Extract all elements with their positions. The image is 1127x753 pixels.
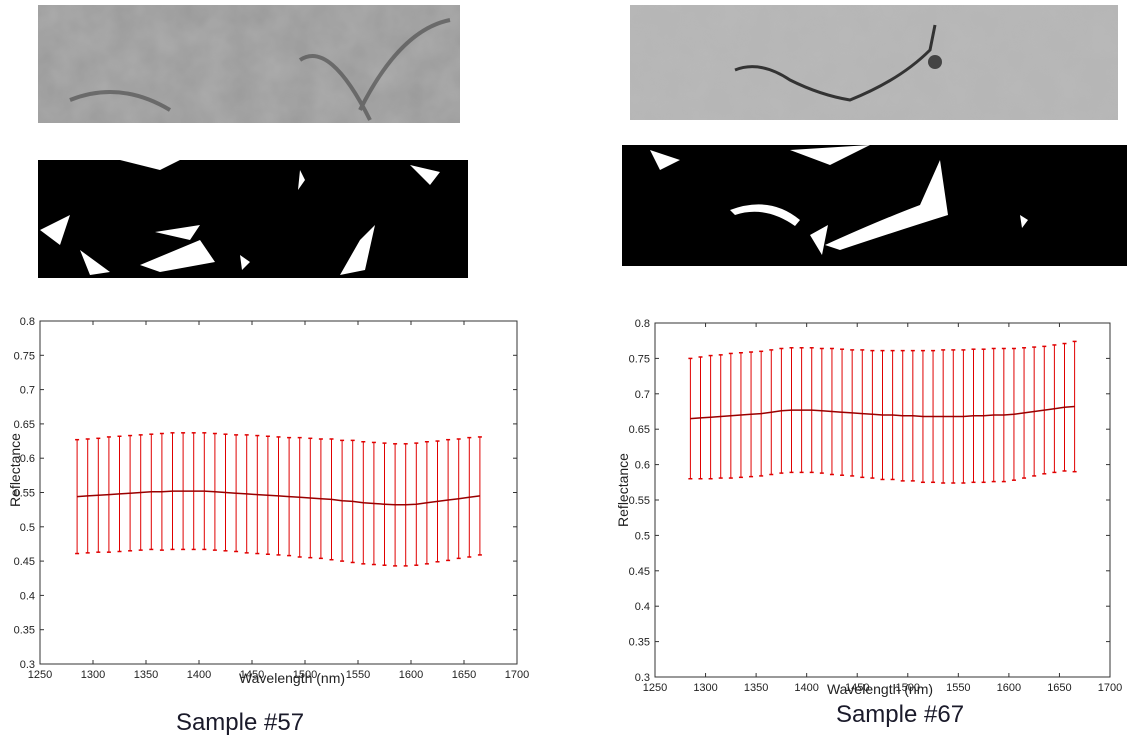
y-tick-label: 0.35	[629, 637, 650, 649]
x-tick-label: 1350	[134, 669, 158, 681]
y-tick-label: 0.75	[14, 350, 35, 362]
y-tick-label: 0.45	[14, 556, 35, 568]
x-tick-label: 1400	[794, 682, 818, 694]
y-tick-label: 0.8	[635, 318, 650, 330]
x-tick-label: 1550	[946, 682, 970, 694]
sample-67-photo	[630, 5, 1118, 120]
x-tick-label: 1500	[896, 682, 920, 694]
x-tick-label: 1600	[399, 669, 423, 681]
y-axis-label: Reflectance	[615, 453, 631, 527]
x-tick-label: 1700	[505, 669, 529, 681]
error-bar	[688, 357, 693, 480]
x-tick-label: 1450	[240, 669, 264, 681]
x-tick-label: 1400	[187, 669, 211, 681]
x-tick-label: 1300	[81, 669, 105, 681]
y-tick-label: 0.4	[635, 601, 650, 613]
x-tick-label: 1600	[997, 682, 1021, 694]
y-tick-label: 0.4	[20, 590, 35, 602]
y-tick-label: 0.5	[20, 522, 35, 534]
x-tick-label: 1450	[845, 682, 869, 694]
y-tick-label: 0.7	[635, 389, 650, 401]
y-tick-label: 0.3	[635, 672, 650, 684]
x-tick-label: 1350	[744, 682, 768, 694]
y-tick-label: 0.5	[635, 530, 650, 542]
sample-67-mask	[622, 145, 1127, 266]
x-tick-label: 1250	[643, 682, 667, 694]
y-tick-label: 0.35	[14, 625, 35, 637]
y-tick-label: 0.3	[20, 659, 35, 671]
y-tick-label: 0.6	[20, 453, 35, 465]
y-tick-label: 0.6	[635, 460, 650, 472]
y-tick-label: 0.8	[20, 316, 35, 328]
caption: Sample #57	[176, 709, 304, 736]
error-bar	[1072, 340, 1077, 473]
x-tick-label: 1650	[1047, 682, 1071, 694]
y-axis-label: Reflectance	[7, 433, 23, 507]
caption: Sample #67	[836, 701, 964, 728]
sample-57-mask	[38, 160, 468, 278]
y-tick-label: 0.55	[14, 488, 35, 500]
x-tick-label: 1500	[293, 669, 317, 681]
y-tick-label: 0.55	[629, 495, 650, 507]
x-tick-label: 1250	[28, 669, 52, 681]
y-tick-label: 0.75	[629, 353, 650, 365]
x-axis-label: Wavelength (nm)	[239, 670, 345, 686]
y-tick-label: 0.65	[14, 419, 35, 431]
y-tick-label: 0.7	[20, 385, 35, 397]
mean-line	[690, 405, 1075, 420]
error-bar	[75, 438, 80, 555]
sample-57-photo	[38, 5, 460, 123]
x-tick-label: 1550	[346, 669, 370, 681]
x-tick-label: 1700	[1098, 682, 1122, 694]
x-axis-label: Wavelength (nm)	[827, 681, 933, 697]
y-tick-label: 0.65	[629, 424, 650, 436]
y-tick-label: 0.45	[629, 566, 650, 578]
mean-line	[77, 490, 480, 506]
x-tick-label: 1300	[693, 682, 717, 694]
x-tick-label: 1650	[452, 669, 476, 681]
